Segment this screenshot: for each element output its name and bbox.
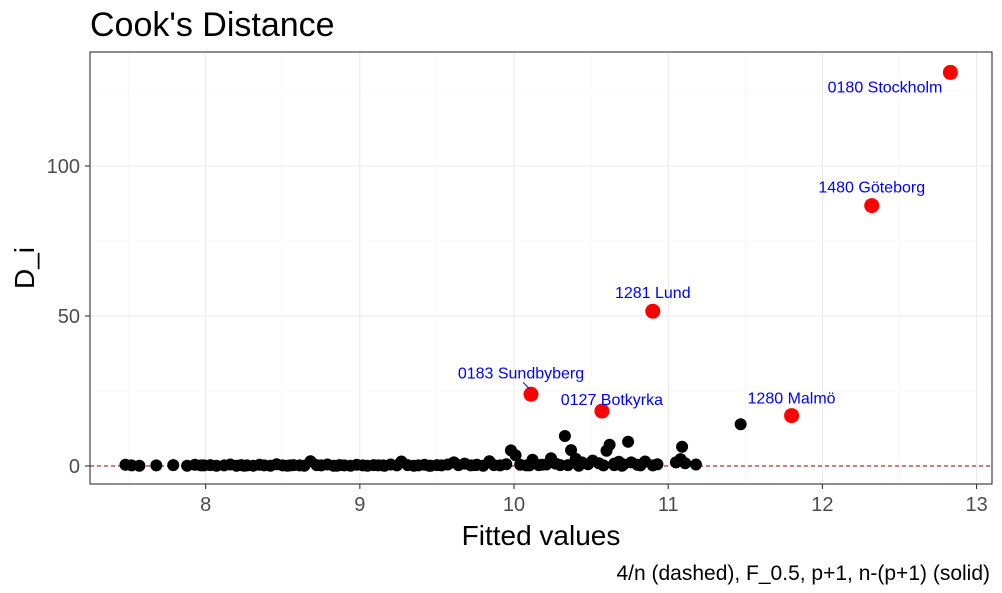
highlighted-point xyxy=(523,386,539,402)
highlighted-points xyxy=(523,64,958,424)
data-point xyxy=(330,459,343,472)
y-axis-label: D_i xyxy=(9,247,40,289)
point-annotations: 0180 Stockholm 1480 Göteborg 1281 Lund 0183… xyxy=(458,79,943,409)
data-point xyxy=(238,459,251,472)
data-point xyxy=(133,459,146,472)
y-axis: 0 50 100 xyxy=(47,156,90,478)
point-label: 0127 Botkyrka xyxy=(561,392,663,409)
x-tick-label: 8 xyxy=(200,494,211,516)
data-point xyxy=(523,459,536,472)
x-axis: 8 9 10 11 12 13 xyxy=(200,484,988,516)
data-point xyxy=(734,418,747,431)
data-point xyxy=(597,459,610,472)
highlighted-point xyxy=(942,64,958,80)
data-point xyxy=(509,449,522,462)
data-point xyxy=(634,459,647,472)
panel-border xyxy=(89,51,993,485)
annotation-leader xyxy=(522,381,530,389)
data-point xyxy=(423,459,436,472)
panel-background xyxy=(90,52,992,484)
point-label: 1480 Göteborg xyxy=(818,180,925,197)
data-point xyxy=(603,438,616,451)
data-point xyxy=(535,458,548,471)
data-point xyxy=(676,440,689,453)
x-axis-label: Fitted values xyxy=(462,520,621,551)
x-tick-label: 11 xyxy=(658,494,679,516)
point-label: 1280 Malmö xyxy=(748,391,836,408)
chart-caption: 4/n (dashed), F_0.5, p+1, n-(p+1) (solid… xyxy=(616,562,990,585)
data-point xyxy=(689,458,702,471)
data-point xyxy=(500,458,513,471)
x-tick-label: 13 xyxy=(965,494,987,516)
data-point xyxy=(622,435,635,448)
y-tick-label: 0 xyxy=(69,456,80,478)
x-tick-label: 12 xyxy=(811,494,833,516)
plot-panel: 0180 Stockholm 1480 Göteborg 1281 Lund 0183… xyxy=(89,51,993,485)
data-point xyxy=(376,459,389,472)
data-point xyxy=(198,459,211,472)
point-label: 1281 Lund xyxy=(615,285,691,302)
y-tick-label: 100 xyxy=(47,156,80,178)
data-point xyxy=(679,457,692,470)
data-point xyxy=(572,459,585,472)
data-point xyxy=(646,459,659,472)
y-tick-label: 50 xyxy=(58,306,80,328)
point-label: 0183 Sundbyberg xyxy=(458,365,584,382)
highlighted-point xyxy=(594,403,610,419)
data-points xyxy=(119,418,747,472)
data-point xyxy=(150,459,163,472)
data-point xyxy=(561,459,574,472)
data-point xyxy=(608,459,621,472)
grid-lines xyxy=(90,52,992,484)
x-tick-label: 9 xyxy=(354,494,365,516)
x-tick-label: 10 xyxy=(503,494,525,516)
point-label: 0180 Stockholm xyxy=(828,79,943,96)
data-point xyxy=(558,430,571,442)
highlighted-point xyxy=(784,408,800,424)
data-point xyxy=(469,459,482,472)
data-point xyxy=(167,459,180,472)
highlighted-point xyxy=(864,198,880,214)
data-point xyxy=(284,459,297,472)
highlighted-point xyxy=(645,303,661,319)
chart-title: Cook's Distance xyxy=(90,6,335,44)
